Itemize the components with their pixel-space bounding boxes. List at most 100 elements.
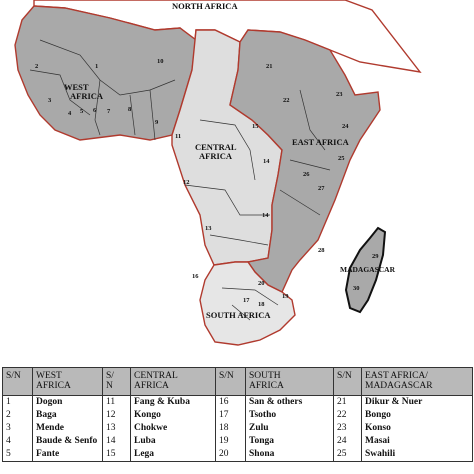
region-south-africa — [199, 261, 296, 346]
map-number-14b: 14 — [262, 212, 269, 219]
cell-culture: Konso — [361, 422, 473, 435]
cell-culture: Lega — [130, 448, 216, 462]
label-central-africa-line2: AFRICA — [199, 151, 233, 161]
header-south-africa-text: SOUTH AFRICA — [249, 371, 284, 391]
map-number-1: 1 — [95, 63, 98, 70]
map-number-23: 23 — [336, 91, 343, 98]
header-sn-south: S/N — [215, 367, 246, 396]
cell-sn: 17 — [215, 409, 246, 422]
map-number-2: 2 — [35, 63, 38, 70]
cell-sn: 12 — [102, 409, 131, 422]
cell-culture: Baga — [32, 409, 103, 422]
cell-culture: Zulu — [245, 422, 334, 435]
map-number-15: 15 — [252, 123, 259, 130]
region-madagascar — [344, 226, 387, 314]
map-number-25: 25 — [338, 155, 345, 162]
cell-culture: Bongo — [361, 409, 473, 422]
region-east-africa — [229, 29, 381, 293]
map-number-3: 3 — [48, 97, 52, 104]
cell-culture: Fante — [32, 448, 103, 462]
map-number-14a: 14 — [263, 158, 270, 165]
cell-culture: Dikur & Nuer — [361, 395, 473, 409]
map-number-24: 24 — [342, 123, 349, 130]
header-central-africa-text: CENTRAL AFRICA — [134, 371, 178, 391]
cell-sn: 25 — [333, 448, 362, 462]
cell-sn: 2 — [2, 409, 33, 422]
cell-sn: 11 — [102, 395, 131, 409]
cell-sn: 13 — [102, 422, 131, 435]
label-north-africa: NORTH AFRICA — [172, 1, 238, 11]
cell-sn: 24 — [333, 435, 362, 448]
header-south-africa: SOUTH AFRICA — [245, 367, 334, 396]
legend-table: S/N WEST AFRICA S/N CENTRAL AFRICA S/N SOU… — [2, 367, 473, 462]
map-number-11: 11 — [175, 133, 181, 140]
region-west-africa — [14, 5, 197, 141]
header-west-africa: WEST AFRICA — [32, 367, 103, 396]
map-number-28: 28 — [318, 247, 325, 254]
cell-sn: 5 — [2, 448, 33, 462]
map-number-17: 17 — [243, 297, 250, 304]
header-east-africa-madagascar-text: EAST AFRICA/MADAGASCAR — [365, 371, 433, 391]
map-number-9: 9 — [155, 119, 159, 126]
label-central-africa: CENTRAL AFRICA — [195, 142, 238, 161]
header-sn-central-text: S/N — [106, 371, 114, 391]
country-borders — [29, 39, 331, 321]
cell-sn: 15 — [102, 448, 131, 462]
map-number-18: 18 — [258, 301, 265, 308]
map-number-29: 29 — [372, 253, 379, 260]
cell-sn: 4 — [2, 435, 33, 448]
header-sn-east: S/N — [333, 367, 362, 396]
map-number-7: 7 — [107, 108, 111, 115]
label-west-africa-line2: AFRICA — [70, 91, 104, 101]
header-west-africa-text: WEST AFRICA — [36, 371, 71, 391]
cell-culture: Swahili — [361, 448, 473, 462]
cell-sn: 3 — [2, 422, 33, 435]
cell-culture: Tsotho — [245, 409, 334, 422]
table-header-row: S/N WEST AFRICA S/N CENTRAL AFRICA S/N SOU… — [2, 367, 473, 396]
label-west-africa-line1: WEST — [64, 82, 89, 92]
africa-map: NORTH AFRICA WEST AFRICA CENTRAL AFRICA … — [14, 0, 422, 346]
table-row: 1 Dogon 11 Fang & Kuba 16 San & others 2… — [2, 395, 473, 409]
cell-culture: Shona — [245, 448, 334, 462]
header-sn-west-text: S/N — [6, 371, 21, 381]
cell-culture: Baude & Senfo — [32, 435, 103, 448]
cell-sn: 14 — [102, 435, 131, 448]
header-central-africa: CENTRAL AFRICA — [130, 367, 216, 396]
label-south-africa: SOUTH AFRICA — [206, 310, 271, 320]
header-sn-south-text: S/N — [219, 371, 234, 381]
cell-sn: 21 — [333, 395, 362, 409]
map-number-13: 13 — [205, 225, 212, 232]
map-number-27: 27 — [318, 185, 325, 192]
cell-culture: San & others — [245, 395, 334, 409]
cell-culture: Chokwe — [130, 422, 216, 435]
map-number-22: 22 — [283, 97, 290, 104]
cell-culture: Tonga — [245, 435, 334, 448]
cell-culture: Fang & Kuba — [130, 395, 216, 409]
cell-sn: 23 — [333, 422, 362, 435]
map-number-8: 8 — [128, 106, 132, 113]
cell-sn: 16 — [215, 395, 246, 409]
map-number-6: 6 — [93, 107, 97, 114]
label-west-africa: WEST AFRICA — [64, 82, 104, 101]
header-east-africa-madagascar: EAST AFRICA/MADAGASCAR — [361, 367, 473, 396]
cell-sn: 19 — [215, 435, 246, 448]
map-number-5: 5 — [80, 108, 84, 115]
cell-culture: Luba — [130, 435, 216, 448]
map-number-16: 16 — [192, 273, 199, 280]
map-numbers: 1 2 3 4 5 6 7 8 9 10 11 12 13 14 14 15 1… — [35, 58, 379, 308]
map-number-20: 20 — [258, 280, 265, 287]
cell-sn: 1 — [2, 395, 33, 409]
map-number-12: 12 — [183, 179, 190, 186]
cell-culture: Kongo — [130, 409, 216, 422]
map-number-26: 26 — [303, 171, 310, 178]
label-central-africa-line1: CENTRAL — [195, 142, 237, 152]
table-row: 2 Baga 12 Kongo 17 Tsotho 22 Bongo — [2, 409, 473, 422]
map-number-21: 21 — [266, 63, 273, 70]
africa-map-svg: NORTH AFRICA WEST AFRICA CENTRAL AFRICA … — [14, 0, 422, 346]
cell-culture: Masai — [361, 435, 473, 448]
cell-culture: Dogon — [32, 395, 103, 409]
map-number-19: 19 — [282, 293, 289, 300]
label-east-africa: EAST AFRICA — [292, 137, 350, 147]
map-number-4: 4 — [68, 110, 72, 117]
label-madagascar: MADAGASCAR — [340, 265, 396, 274]
